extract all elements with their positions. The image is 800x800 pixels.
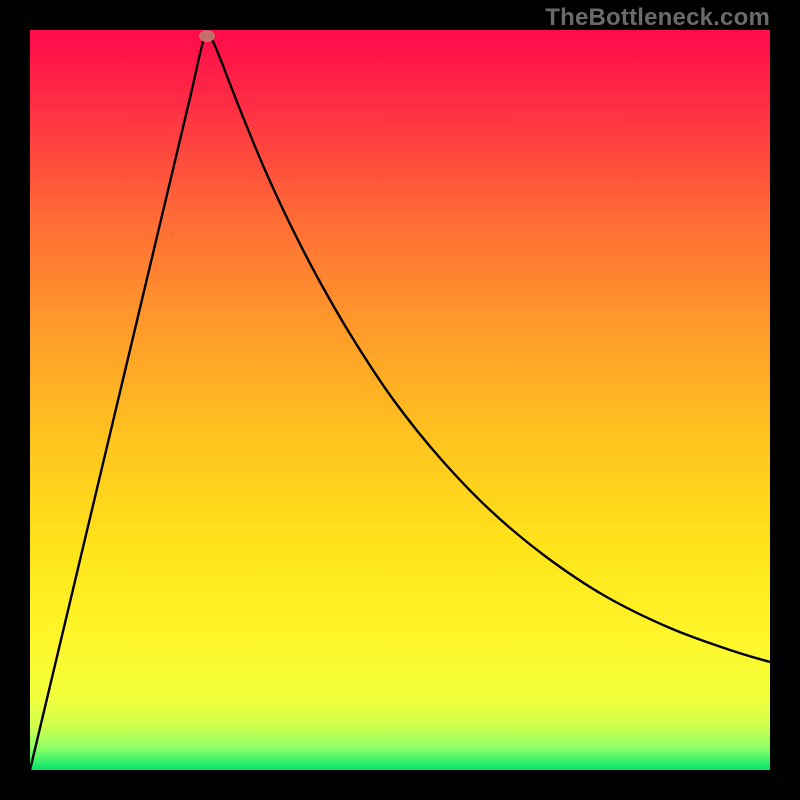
valley-marker bbox=[199, 30, 215, 42]
chart-frame: TheBottleneck.com bbox=[0, 0, 800, 800]
attribution-text: TheBottleneck.com bbox=[545, 4, 770, 32]
bottleneck-curve bbox=[30, 31, 770, 770]
plot-area bbox=[30, 30, 770, 770]
curve-layer bbox=[30, 30, 770, 770]
